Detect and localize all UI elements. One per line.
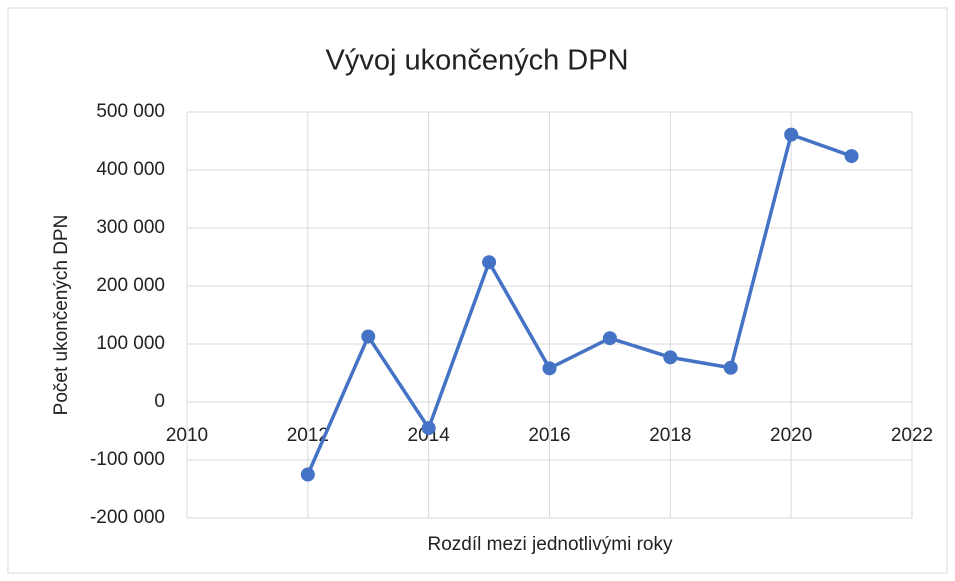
x-tick-label: 2022 (891, 425, 933, 446)
x-tick-label: 2018 (649, 425, 691, 446)
data-point (784, 127, 799, 142)
y-tick-label: 500 000 (96, 101, 165, 122)
x-tick-label: 2014 (408, 425, 451, 446)
data-point (300, 467, 315, 482)
y-tick-label: 300 000 (96, 217, 165, 238)
data-point (723, 360, 738, 375)
y-tick-label: 400 000 (96, 159, 165, 180)
data-point (663, 350, 678, 365)
data-point (421, 421, 436, 436)
x-tick-label: 2020 (770, 425, 812, 446)
x-tick-label: 2016 (528, 425, 570, 446)
data-line (306, 132, 853, 476)
chart-title: Vývoj ukončených DPN (325, 45, 628, 77)
y-axis-title: Počet ukončených DPN (51, 215, 72, 416)
y-tick-label: -200 000 (90, 507, 165, 528)
data-point (542, 361, 557, 376)
x-axis-title: Rozdíl mezi jednotlivými roky (428, 534, 673, 555)
data-point (361, 329, 376, 344)
data-point (602, 331, 617, 346)
y-tick-label: 0 (154, 391, 165, 412)
y-tick-label: -100 000 (90, 449, 165, 470)
data-point (844, 149, 859, 164)
data-point (482, 255, 497, 270)
y-tick-label: 200 000 (96, 275, 165, 296)
y-tick-label: 100 000 (96, 333, 165, 354)
x-tick-label: 2012 (287, 425, 329, 446)
x-tick-label: 2010 (166, 425, 208, 446)
